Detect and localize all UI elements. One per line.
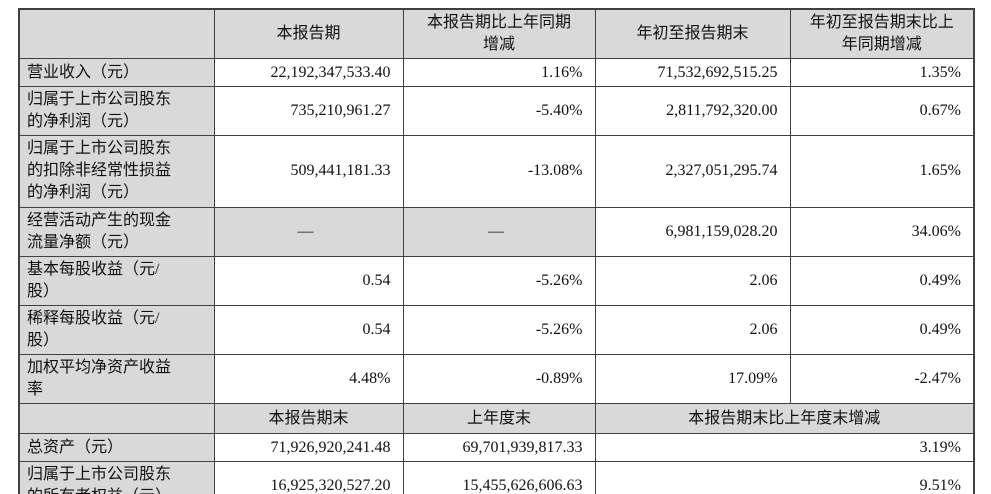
table-row-weighted-avg-roe: 加权平均净资产收益 率 4.48% -0.89% 17.09% -2.47%	[18, 354, 975, 405]
table-row-total-assets: 总资产（元） 71,926,920,241.48 69,701,939,817.…	[18, 433, 975, 463]
cell-current-period: —	[213, 206, 404, 257]
cell-yoy-change: -13.08%	[402, 135, 596, 208]
cell-ytd-yoy-change: 1.35%	[789, 58, 975, 88]
cell-current-period: 22,192,347,533.40	[213, 58, 404, 88]
cell-current-period: 0.54	[213, 255, 404, 306]
cell-ytd: 2,811,792,320.00	[594, 86, 791, 137]
header-cell-period-end-change: 本报告期末比上年度末增减	[594, 403, 975, 435]
cell-yoy-change: -5.26%	[402, 304, 596, 356]
cell-yoy-change: —	[402, 206, 596, 257]
table-row-diluted-eps: 稀释每股收益（元/ 股） 0.54 -5.26% 2.06 0.49%	[18, 304, 975, 356]
row-label: 归属于上市公司股东 的所有者权益（元）	[18, 461, 215, 494]
table-row-net-profit-excl-nonrecurring: 归属于上市公司股东 的扣除非经常性损益 的净利润（元） 509,441,181.…	[18, 135, 975, 208]
cell-ytd: 2,327,051,295.74	[594, 135, 791, 208]
header-cell-empty-2	[18, 403, 215, 435]
cell-prior-year-end: 15,455,626,606.63	[402, 461, 596, 494]
cell-yoy-change: -0.89%	[402, 354, 596, 405]
cell-ytd-yoy-change: 34.06%	[789, 206, 975, 257]
header-cell-period-end: 本报告期末	[213, 403, 404, 435]
table-row-net-profit: 归属于上市公司股东 的净利润（元） 735,210,961.27 -5.40% …	[18, 86, 975, 137]
cell-ytd-yoy-change: 0.49%	[789, 255, 975, 306]
cell-ytd: 17.09%	[594, 354, 791, 405]
cell-ytd-yoy-change: 1.65%	[789, 135, 975, 208]
financial-summary-table: 本报告期 本报告期比上年同期 增减 年初至报告期末 年初至报告期末比上 年同期增…	[18, 8, 975, 494]
cell-period-end: 16,925,320,527.20	[213, 461, 404, 494]
row-label: 经营活动产生的现金 流量净额（元）	[18, 206, 215, 257]
header-cell-prior-year-end: 上年度末	[402, 403, 596, 435]
header-cell-ytd-yoy-change: 年初至报告期末比上 年同期增减	[789, 8, 975, 60]
header-cell-empty	[18, 8, 215, 60]
table-row-revenue: 营业收入（元） 22,192,347,533.40 1.16% 71,532,6…	[18, 58, 975, 88]
cell-period-end: 71,926,920,241.48	[213, 433, 404, 463]
cell-current-period: 0.54	[213, 304, 404, 356]
cell-current-period: 735,210,961.27	[213, 86, 404, 137]
header-cell-ytd: 年初至报告期末	[594, 8, 791, 60]
header-row-2: 本报告期末 上年度末 本报告期末比上年度末增减	[18, 403, 975, 435]
row-label: 基本每股收益（元/ 股）	[18, 255, 215, 306]
cell-ytd: 6,981,159,028.20	[594, 206, 791, 257]
row-label: 加权平均净资产收益 率	[18, 354, 215, 405]
row-label: 营业收入（元）	[18, 58, 215, 88]
table-row-basic-eps: 基本每股收益（元/ 股） 0.54 -5.26% 2.06 0.49%	[18, 255, 975, 306]
cell-ytd: 2.06	[594, 304, 791, 356]
cell-ytd-yoy-change: -2.47%	[789, 354, 975, 405]
row-label: 归属于上市公司股东 的净利润（元）	[18, 86, 215, 137]
cell-ytd-yoy-change: 0.67%	[789, 86, 975, 137]
cell-current-period: 509,441,181.33	[213, 135, 404, 208]
cell-ytd: 71,532,692,515.25	[594, 58, 791, 88]
row-label: 归属于上市公司股东 的扣除非经常性损益 的净利润（元）	[18, 135, 215, 208]
cell-current-period: 4.48%	[213, 354, 404, 405]
cell-yoy-change: 1.16%	[402, 58, 596, 88]
table-row-owners-equity: 归属于上市公司股东 的所有者权益（元） 16,925,320,527.20 15…	[18, 461, 975, 494]
cell-yoy-change: -5.26%	[402, 255, 596, 306]
header-row-1: 本报告期 本报告期比上年同期 增减 年初至报告期末 年初至报告期末比上 年同期增…	[18, 8, 975, 60]
header-cell-yoy-change: 本报告期比上年同期 增减	[402, 8, 596, 60]
cell-ytd: 2.06	[594, 255, 791, 306]
cell-ytd-yoy-change: 0.49%	[789, 304, 975, 356]
header-cell-current-period: 本报告期	[213, 8, 404, 60]
row-label: 总资产（元）	[18, 433, 215, 463]
row-label: 稀释每股收益（元/ 股）	[18, 304, 215, 356]
cell-period-end-change: 9.51%	[594, 461, 975, 494]
cell-period-end-change: 3.19%	[594, 433, 975, 463]
cell-yoy-change: -5.40%	[402, 86, 596, 137]
table-row-operating-cash-flow: 经营活动产生的现金 流量净额（元） — — 6,981,159,028.20 3…	[18, 206, 975, 257]
cell-prior-year-end: 69,701,939,817.33	[402, 433, 596, 463]
